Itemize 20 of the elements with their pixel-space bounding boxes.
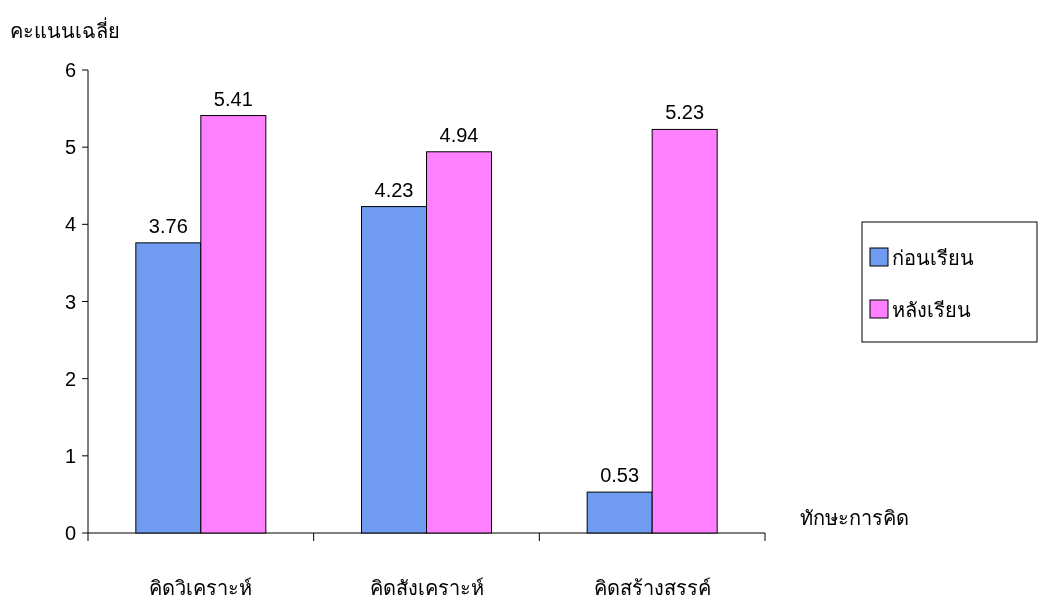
data-label: 5.23	[665, 101, 705, 124]
y-tick-label: 4	[64, 213, 76, 236]
data-label: 0.53	[600, 464, 640, 487]
y-tick-label: 3	[64, 290, 76, 313]
legend-label: หลังเรียน	[892, 299, 971, 321]
y-axis-title: คะแนนเฉลี่ย	[10, 17, 120, 42]
y-tick-label: 5	[64, 136, 76, 159]
x-tick-label: คิดสังเคราะห์	[369, 577, 484, 599]
x-tick-label: คิดสร้างสรรค์	[593, 577, 711, 599]
y-tick-label: 1	[64, 444, 76, 467]
data-label: 4.23	[374, 178, 414, 201]
y-tick-label: 6	[64, 59, 76, 81]
x-tick-label: คิดวิเคราะห์	[149, 577, 253, 599]
x-axis-title: ทักษะการคิด	[800, 507, 909, 529]
y-tick-label: 0	[64, 522, 76, 544]
data-label: 4.94	[439, 123, 479, 146]
legend-label: ก่อนเรียน	[892, 247, 974, 269]
data-label: 3.76	[148, 214, 188, 237]
y-tick-label: 2	[64, 367, 76, 390]
data-label: 5.41	[213, 87, 253, 110]
